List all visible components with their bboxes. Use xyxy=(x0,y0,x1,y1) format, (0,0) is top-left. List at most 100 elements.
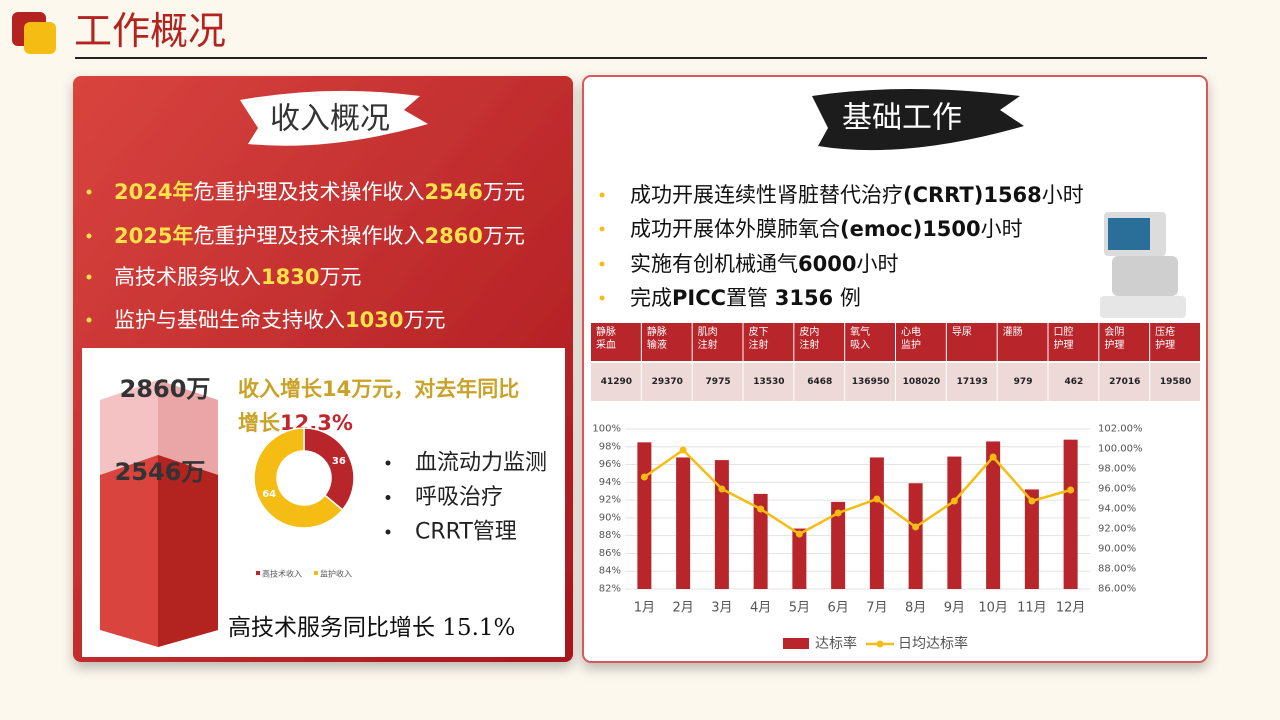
legend-swatch xyxy=(876,640,884,648)
line-point xyxy=(950,497,958,505)
y2-tick-label: 92.00% xyxy=(1098,524,1136,535)
legend-label: 高技术收入 xyxy=(262,569,302,579)
bar xyxy=(637,442,652,589)
y2-tick-label: 98.00% xyxy=(1098,464,1136,475)
x-tick-label: 2月 xyxy=(672,601,693,616)
y-tick-label: 82% xyxy=(599,584,621,595)
line-point xyxy=(1067,486,1075,494)
basic-bullet: 成功开展连续性肾脏替代治疗(CRRT)1568小时 xyxy=(630,183,1084,207)
legend-label: 达标率 xyxy=(815,635,857,652)
table-cell xyxy=(794,363,845,401)
table-header-box: 灌肠 xyxy=(1003,327,1023,338)
x-tick-label: 10月 xyxy=(978,601,1008,616)
table-header-cell xyxy=(1048,323,1099,361)
text-segment: 成功开展体外膜肺氧合 xyxy=(630,217,840,241)
basic-bullet: 成功开展体外膜肺氧合(emoc)1500小时 xyxy=(630,217,1023,241)
bar xyxy=(831,501,846,589)
bar xyxy=(792,528,807,589)
bullet-dot xyxy=(86,233,92,239)
line-point xyxy=(834,509,842,517)
text-segment: 实施有创机械通气 xyxy=(630,252,798,276)
text-segment: 2025年 xyxy=(114,224,193,248)
basic-bullet: 实施有创机械通气6000小时 xyxy=(630,252,898,276)
y-tick-label: 86% xyxy=(599,548,621,559)
x-tick-label: 4月 xyxy=(750,601,771,616)
box-label: 2546万 xyxy=(115,458,206,486)
text-segment: 万元 xyxy=(483,224,525,248)
line-point xyxy=(873,495,881,503)
box-label: 2860万 xyxy=(120,375,211,403)
table-cell xyxy=(1099,363,1150,401)
donut-label: 36 xyxy=(332,456,346,467)
table-cell xyxy=(692,363,743,401)
table-header-cell xyxy=(845,323,895,361)
table-cell xyxy=(743,363,794,401)
table-header: 肌肉注射 xyxy=(697,327,718,351)
bullet-dot xyxy=(86,189,92,195)
bar xyxy=(908,483,923,589)
y-tick-label: 90% xyxy=(599,512,621,523)
text-segment: 2860 xyxy=(424,224,482,248)
x-tick-label: 7月 xyxy=(866,601,887,616)
income-bullet: 高技术服务收入1830万元 xyxy=(114,265,361,289)
table-value: 108020 xyxy=(903,377,941,387)
legend-swatch xyxy=(314,571,318,575)
table-header-box: 导尿 xyxy=(952,327,972,338)
y-tick-label: 96% xyxy=(599,459,621,470)
table-value: 136950 xyxy=(852,377,890,387)
bullet-dot xyxy=(599,295,605,301)
bar xyxy=(714,460,729,589)
text-segment: 1030 xyxy=(345,308,403,332)
text-segment: 1830 xyxy=(261,265,319,289)
device xyxy=(1100,212,1186,318)
table-header-cell xyxy=(1099,323,1150,361)
table-header-box: 口腔护理 xyxy=(1053,327,1074,351)
table-header-cell xyxy=(692,323,743,361)
service-item: 血流动力监测 xyxy=(415,451,547,476)
text-segment: 小时 xyxy=(856,252,898,276)
service-item: 呼吸治疗 xyxy=(415,485,503,510)
table-header: 心电监护 xyxy=(901,327,921,351)
y2-tick-label: 86.00% xyxy=(1098,584,1136,595)
table-header-cell xyxy=(997,323,1048,361)
x-tick-label: 12月 xyxy=(1056,601,1086,616)
text-segment: 小时 xyxy=(981,217,1023,241)
text-segment: 收入增长14万元，对去年同比 xyxy=(238,377,519,401)
bar xyxy=(1063,439,1078,589)
bullet-dot xyxy=(599,261,605,267)
x-tick-label: 8月 xyxy=(905,601,926,616)
line-point xyxy=(640,473,648,481)
table-header-box: 肌肉注射 xyxy=(697,327,718,351)
legend-swatch xyxy=(256,571,260,575)
growth-text: 增长12.3% xyxy=(238,411,353,435)
table-value: 979 xyxy=(1014,377,1033,387)
y-tick-label: 88% xyxy=(599,530,621,541)
line-point xyxy=(757,505,765,513)
basic-heading: 基础工作 xyxy=(842,101,962,136)
table-header: 氧气吸入 xyxy=(850,327,871,351)
y-tick-label: 92% xyxy=(599,495,621,506)
table-header: 压疮护理 xyxy=(1155,327,1176,351)
bar xyxy=(869,457,884,589)
table-header-cell xyxy=(743,323,794,361)
growth-text: 收入增长14万元，对去年同比 xyxy=(238,377,519,401)
table-header-cell xyxy=(1150,323,1200,361)
table-value: 29370 xyxy=(652,377,683,387)
table-cell xyxy=(641,363,692,401)
box-3d xyxy=(158,455,218,647)
table-header-cell xyxy=(896,323,946,361)
table-value: 27016 xyxy=(1109,377,1140,387)
x-tick-label: 5月 xyxy=(789,601,810,616)
legend-swatch xyxy=(783,638,809,649)
income-footer: 高技术服务同比增长 15.1% xyxy=(228,615,515,641)
table-value: 13530 xyxy=(753,377,784,387)
x-tick-label: 1月 xyxy=(634,601,655,616)
legend-label: 监护收入 xyxy=(320,569,352,579)
donut-label: 64 xyxy=(262,489,276,500)
text-segment: 万元 xyxy=(319,265,361,289)
y2-tick-label: 102.00% xyxy=(1098,424,1143,435)
table-header-box: 静脉采血 xyxy=(596,327,616,351)
table-header: 口腔护理 xyxy=(1053,327,1074,351)
text-segment: (emoc)1500 xyxy=(840,217,981,241)
